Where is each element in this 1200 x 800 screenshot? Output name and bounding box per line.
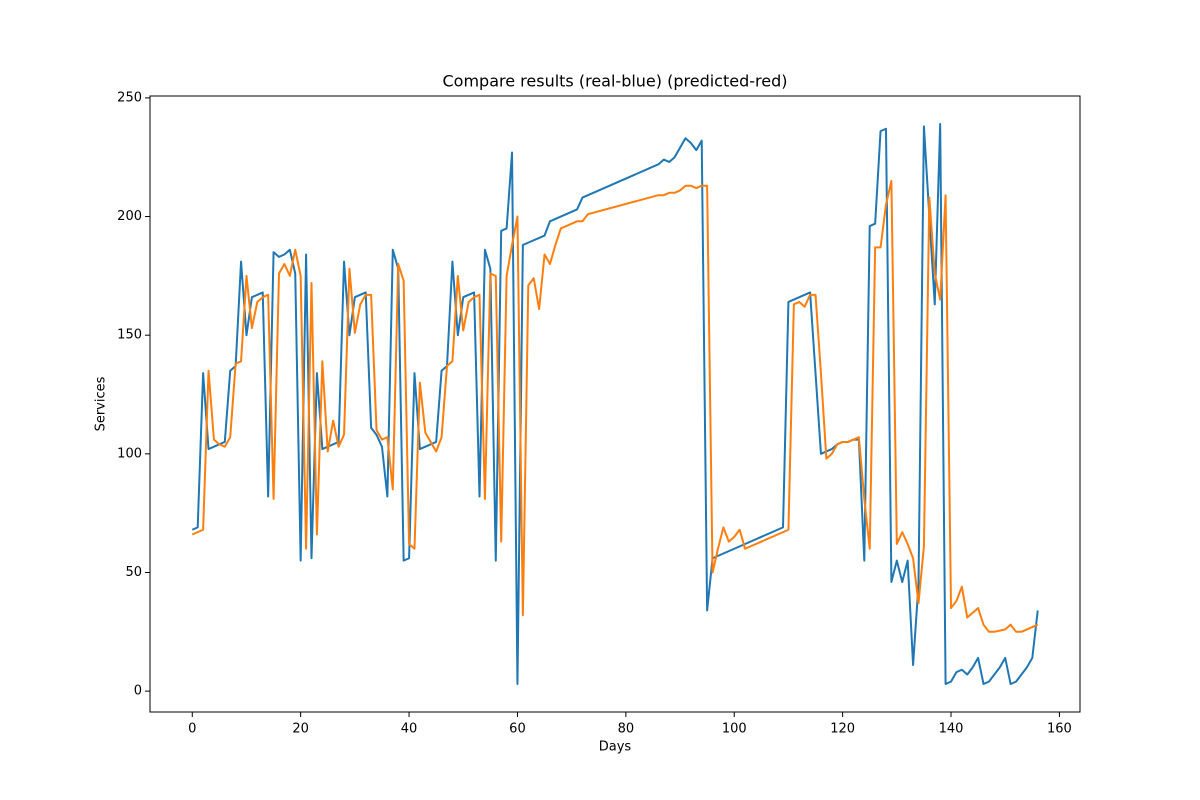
y-tick-label: 150 [117,328,142,343]
series-line [191,123,1039,685]
x-axis-label: Days [599,740,632,755]
x-tick-label: 20 [292,722,309,737]
x-tick-label: 80 [618,722,635,737]
y-tick-label: 250 [117,90,142,105]
y-tick-label: 50 [125,565,142,580]
plot-frame [149,95,1081,713]
x-tick-label: 60 [509,722,526,737]
x-tick-label: 160 [1047,722,1072,737]
y-tick-label: 0 [134,684,142,699]
y-axis-label: Services [94,376,109,431]
x-tick-label: 120 [830,722,855,737]
x-tick-label: 140 [939,722,964,737]
x-tick-label: 0 [188,722,196,737]
x-tick-label: 40 [401,722,418,737]
y-tick-label: 100 [117,446,142,461]
series-line [191,179,1039,633]
y-tick-label: 200 [117,209,142,224]
x-tick-label: 100 [722,722,747,737]
chart-title: Compare results (real-blue) (predicted-r… [443,72,788,91]
